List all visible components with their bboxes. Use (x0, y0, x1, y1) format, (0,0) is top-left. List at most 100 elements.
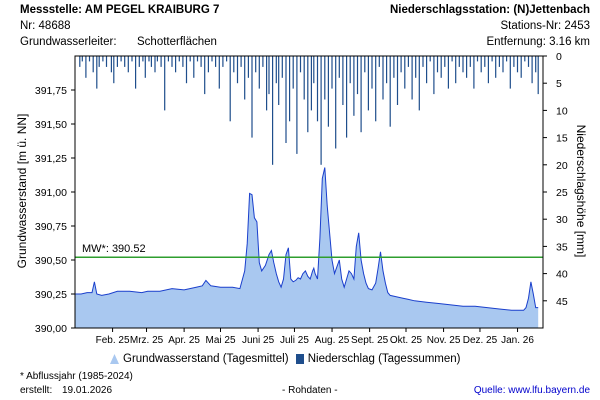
legend-item-precipitation: Niederschlag (Tagessummen) (295, 353, 461, 365)
precip-bar (393, 56, 395, 78)
groundwater-line (75, 167, 539, 311)
precip-bar (396, 56, 399, 105)
precip-bar (142, 56, 144, 62)
x-tick-label: Feb. 25 (96, 335, 130, 346)
precip-bar (506, 56, 508, 62)
y-right-tick-label: 40 (556, 269, 568, 281)
precip-bar (258, 56, 260, 89)
precip-bar (527, 56, 530, 67)
precip-bar (113, 56, 115, 84)
precip-bar (164, 56, 166, 111)
precip-bar (327, 56, 329, 127)
legend-label-groundwater: Grundwasserstand (Tagesmittel) (123, 353, 289, 365)
y-left-tick-label: 391,00 (35, 187, 67, 199)
precip-bar (116, 56, 118, 67)
precip-bar (422, 56, 424, 67)
x-tick-label: Juli 25 (280, 335, 309, 346)
y-axis-right-label: Niederschlagshöhe [mm] (574, 125, 588, 258)
precip-bar (462, 56, 464, 73)
precip-bar (484, 56, 486, 67)
precip-bar (236, 56, 239, 84)
precip-bar (429, 56, 431, 62)
precip-bar (207, 56, 209, 73)
precip-bar (211, 56, 213, 62)
precip-bar (386, 56, 388, 84)
y-left-tick-label: 391,75 (35, 85, 67, 97)
precip-bar (85, 56, 87, 78)
precip-bar (156, 56, 158, 62)
precip-bar (266, 56, 268, 111)
precip-bar (473, 56, 475, 89)
x-tick-label: Okt. 25 (390, 335, 423, 346)
precip-bar (524, 56, 526, 62)
precip-bar (144, 56, 146, 78)
y-left-tick-label: 390,50 (35, 255, 67, 267)
precip-bar (324, 56, 326, 100)
precip-bar (537, 56, 539, 95)
precip-bar (433, 56, 435, 95)
legend: Grundwasserstand (Tagesmittel) Niedersch… (110, 352, 461, 366)
precip-bar (353, 56, 355, 116)
y-right-tick-label: 25 (556, 187, 568, 199)
y-right-tick-label: 45 (556, 296, 568, 308)
precip-bar (346, 56, 348, 138)
precip-bar (375, 56, 377, 122)
precip-bar (451, 56, 453, 62)
legend-swatch-groundwater (110, 353, 119, 364)
precip-bar (81, 56, 83, 62)
aquifer-label: Grundwasserleiter: (20, 36, 117, 48)
y-right-tick-label: 30 (556, 214, 568, 226)
precip-bar (218, 56, 220, 89)
precip-bar (378, 56, 380, 67)
precip-bar (182, 56, 184, 67)
source-link[interactable]: Quelle: www.lfu.bayern.de (473, 385, 590, 396)
precip-bar (307, 56, 309, 133)
y-right-tick-label: 5 (556, 78, 562, 90)
x-tick-label: Aug. 25 (315, 335, 350, 346)
precip-bar (415, 56, 417, 78)
precip-bar (96, 56, 98, 89)
precip-bar (480, 56, 482, 73)
precip-bar (196, 56, 199, 62)
x-tick-label: Juni 25 (242, 335, 275, 346)
station-title: Messstelle: AM PEGEL KRAIBURG 7 (20, 4, 220, 16)
precip-bar (447, 56, 449, 89)
precip-bar (289, 56, 291, 122)
precip-bar (535, 56, 537, 73)
aquifer-value: Schotterflächen (137, 36, 217, 48)
y-left-tick-label: 391,50 (35, 119, 67, 131)
mean-line-label: MW*: 390.52 (82, 243, 146, 255)
precip-bar (240, 56, 242, 67)
precip-bar (268, 56, 270, 95)
precip-bar (360, 56, 362, 133)
precip-bar (335, 56, 337, 149)
precip-bar (313, 56, 315, 84)
precip-bar (342, 56, 344, 105)
precip-bar (262, 56, 264, 67)
precip-bar (200, 56, 202, 67)
precip-bar (426, 56, 428, 84)
precip-bar (367, 56, 369, 111)
precip-bar (255, 56, 257, 73)
y-axis-left-label: Grundwasserstand [m ü. NN] (15, 114, 29, 269)
precip-bar (502, 56, 504, 73)
x-tick-label: Apr. 25 (168, 335, 200, 346)
precip-bar (110, 56, 112, 73)
precip-bar (167, 56, 169, 62)
precip-bar (320, 56, 322, 165)
groundwater-area (75, 167, 539, 328)
y-right-tick-label: 35 (556, 241, 568, 253)
y-right-tick-label: 0 (556, 51, 562, 63)
precip-bar (310, 56, 312, 111)
precip-station-distance: Entfernung: 3.16 km (486, 36, 590, 48)
x-tick-label: Sept. 25 (351, 335, 389, 346)
precip-bar (79, 56, 81, 67)
precip-bar (440, 56, 442, 78)
precip-bar (98, 56, 100, 67)
legend-item-groundwater: Grundwasserstand (Tagesmittel) (110, 353, 292, 365)
precip-station-number: Stations-Nr: 2453 (500, 20, 591, 32)
precip-bar (120, 56, 122, 62)
precip-bar (520, 56, 522, 78)
y-right-tick-label: 15 (556, 133, 568, 145)
precip-bar (272, 56, 274, 165)
